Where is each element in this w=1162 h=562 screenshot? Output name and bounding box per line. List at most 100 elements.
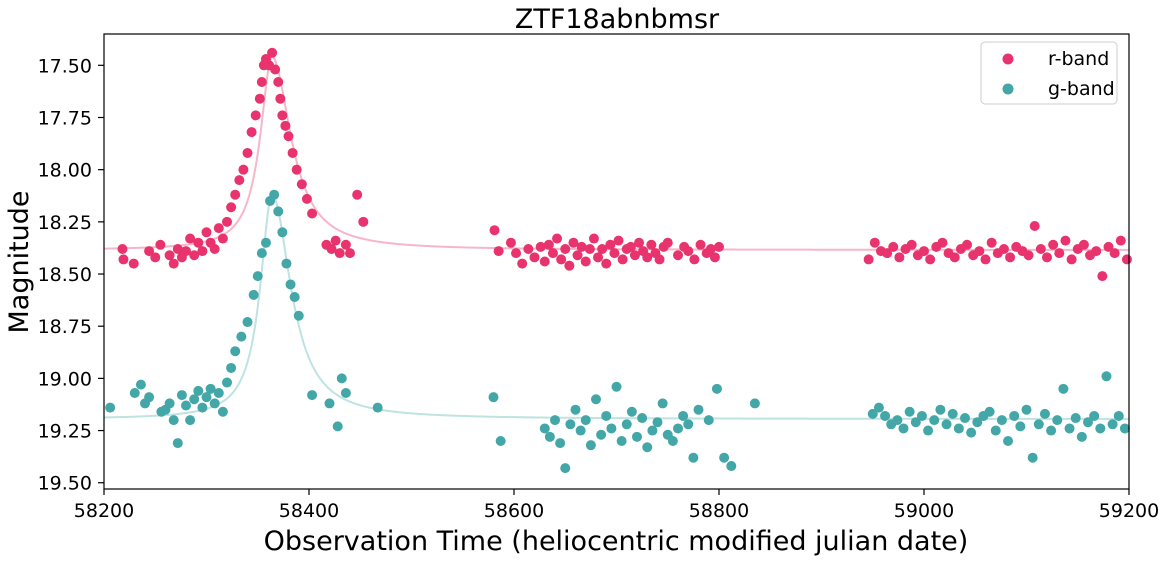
g-band-point xyxy=(372,402,383,413)
g-band-point xyxy=(904,406,915,417)
r-band-point xyxy=(197,246,208,257)
g-band-point xyxy=(1015,421,1026,432)
g-band-point xyxy=(201,392,212,403)
r-band-point xyxy=(1115,235,1126,246)
r-band-point xyxy=(287,147,298,158)
r-band-point xyxy=(560,243,571,254)
r-band-point xyxy=(547,248,558,259)
r-band-point xyxy=(714,241,724,252)
g-band-point xyxy=(916,410,927,421)
g-band-point xyxy=(197,402,208,413)
legend-marker-g-band xyxy=(1002,83,1014,95)
r-band-point xyxy=(906,239,917,250)
g-band-point xyxy=(657,398,668,409)
r-band-point xyxy=(539,256,550,267)
r-band-point xyxy=(256,77,267,88)
g-band-point xyxy=(749,398,760,409)
g-band-point xyxy=(281,258,292,269)
x-tick-label: 58200 xyxy=(74,500,134,522)
g-band-point xyxy=(260,237,271,248)
g-band-point xyxy=(222,377,232,388)
g-band-point xyxy=(565,419,576,430)
r-band-point xyxy=(888,241,899,252)
g-band-point xyxy=(307,390,318,401)
plot-area xyxy=(103,47,1132,474)
r-band-point xyxy=(275,93,286,104)
y-tick-label: 17.75 xyxy=(38,107,92,129)
g-band-point xyxy=(683,419,694,430)
g-band-point xyxy=(544,431,555,442)
g-band-point xyxy=(277,227,288,238)
r-band-point xyxy=(625,241,636,252)
g-band-point xyxy=(898,423,909,434)
r-band-point xyxy=(1078,239,1089,250)
g-band-point xyxy=(892,415,903,426)
g-band-point xyxy=(596,429,607,440)
r-band-point xyxy=(118,254,129,265)
r-band-point xyxy=(634,237,645,248)
g-band-point xyxy=(867,408,878,419)
r-band-point xyxy=(226,202,237,213)
g-band-point xyxy=(256,248,267,259)
g-band-point xyxy=(1009,410,1020,421)
r-band-point xyxy=(576,241,587,252)
g-band-point xyxy=(1052,415,1063,426)
r-band-point xyxy=(222,216,232,227)
r-band-point xyxy=(230,189,241,200)
g-band-point xyxy=(693,404,704,415)
r-band-point xyxy=(296,179,307,190)
g-band-point xyxy=(972,417,983,428)
y-tick-label: 17.50 xyxy=(38,55,92,77)
r-band-point xyxy=(662,237,673,248)
r-band-point xyxy=(234,175,245,186)
g-band-point xyxy=(332,421,343,432)
g-band-point xyxy=(289,291,300,302)
legend-label-r-band: r-band xyxy=(1048,48,1109,70)
r-band-point xyxy=(358,216,369,227)
r-band-point xyxy=(863,254,874,265)
r-band-point xyxy=(654,254,665,265)
g-band-point xyxy=(935,404,946,415)
r-band-point xyxy=(1109,248,1120,259)
g-band-point xyxy=(984,406,995,417)
g-band-point xyxy=(1095,423,1106,434)
r-band-point xyxy=(962,239,973,250)
g-band-point xyxy=(711,383,722,394)
g-band-point xyxy=(217,406,228,417)
r-band-point xyxy=(150,252,161,263)
r-band-point xyxy=(254,93,265,104)
g-band-point xyxy=(1089,410,1100,421)
r-band-point xyxy=(1103,241,1114,252)
x-tick-label: 59200 xyxy=(1099,500,1159,522)
r-band-point xyxy=(330,235,341,246)
y-tick-label: 19.50 xyxy=(38,473,92,495)
r-band-point xyxy=(564,260,575,271)
r-band-point xyxy=(273,77,284,88)
g-band-point xyxy=(555,438,566,449)
r-band-point xyxy=(1048,239,1059,250)
y-tick-label: 18.25 xyxy=(38,212,92,234)
g-band-point xyxy=(647,425,658,436)
chart-title: ZTF18abnbmsr xyxy=(515,4,720,35)
g-band-point xyxy=(236,331,247,342)
g-band-point xyxy=(575,425,586,436)
g-band-point xyxy=(606,423,617,434)
r-band-point xyxy=(974,246,985,257)
r-band-point xyxy=(1097,271,1108,282)
g-band-point xyxy=(652,417,663,428)
r-band-point xyxy=(1121,254,1132,265)
g-band-point xyxy=(209,398,220,409)
g-band-point xyxy=(947,408,958,419)
g-band-point xyxy=(1113,410,1124,421)
g-band-point xyxy=(996,415,1007,426)
g-band-point xyxy=(135,379,146,390)
g-band-point xyxy=(1039,408,1050,419)
g-band-point xyxy=(550,415,560,426)
r-band-point xyxy=(949,252,960,263)
r-band-point xyxy=(617,254,628,265)
g-band-point xyxy=(703,415,714,426)
r-band-point xyxy=(1023,250,1034,261)
r-band-point xyxy=(695,239,706,250)
g-band-point xyxy=(966,427,977,438)
g-band-point xyxy=(667,435,678,446)
